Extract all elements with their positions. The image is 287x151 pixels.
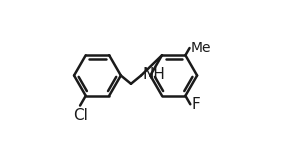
- Text: Me: Me: [191, 41, 211, 55]
- Text: F: F: [192, 97, 201, 112]
- Text: Cl: Cl: [73, 108, 88, 123]
- Text: NH: NH: [143, 67, 166, 82]
